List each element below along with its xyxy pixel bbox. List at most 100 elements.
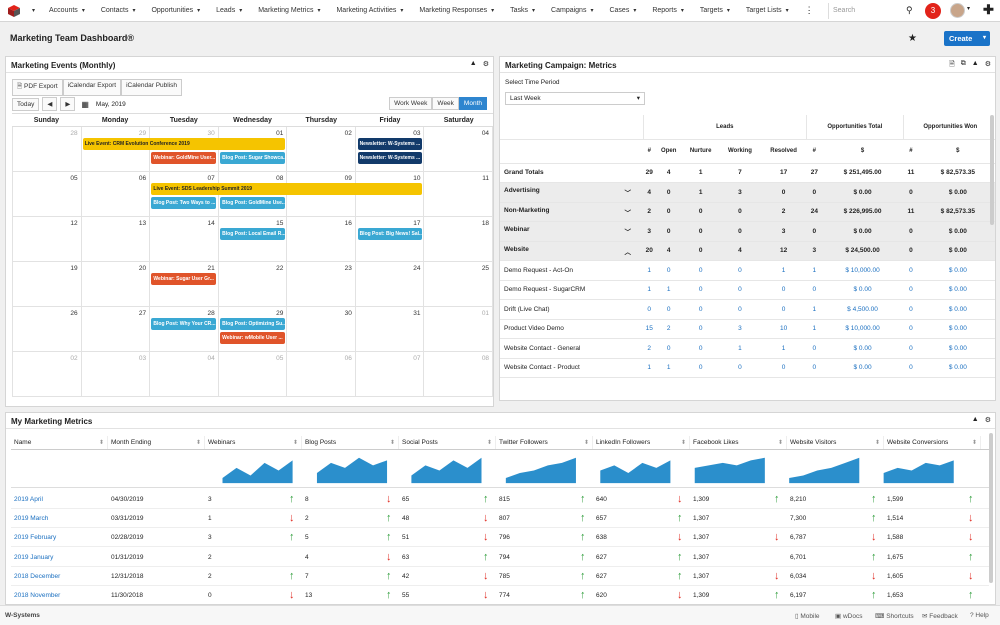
nav-item-marketing-metrics[interactable]: Marketing Metrics	[250, 0, 328, 22]
table-cell[interactable]: 2	[643, 338, 656, 359]
calendar-day[interactable]: 15	[219, 217, 288, 261]
chevron-down-icon[interactable]: ﹀	[624, 229, 632, 237]
calendar-day[interactable]: 13	[82, 217, 151, 261]
calendar-day[interactable]: 07	[356, 352, 425, 396]
table-cell[interactable]: 1	[655, 280, 682, 300]
calendar-icon[interactable]: ▦	[81, 99, 89, 109]
table-cell[interactable]: 0	[806, 358, 823, 378]
metrics-column-header[interactable]: Twitter Followers	[496, 436, 593, 450]
table-cell[interactable]: 1	[643, 358, 656, 378]
metrics-column-header[interactable]: Website Visitors	[787, 436, 884, 450]
calendar-day[interactable]: 23	[287, 262, 356, 306]
nav-item-contacts[interactable]: Contacts	[93, 0, 144, 22]
calendar-day[interactable]: 02	[12, 352, 82, 396]
metrics-column-header[interactable]: Website Conversions	[884, 436, 981, 450]
calendar-event[interactable]: Live Event: SDS Leadership Summit 2019	[151, 183, 423, 195]
calendar-day[interactable]: 29	[219, 307, 288, 351]
table-cell[interactable]: 0	[760, 299, 807, 320]
calendar-day[interactable]: 05	[219, 352, 288, 396]
metrics-column-header[interactable]: Social Posts	[399, 436, 496, 450]
calendar-day[interactable]: 11	[424, 172, 494, 216]
row-label[interactable]: Drift (Live Chat)	[500, 299, 643, 320]
quick-create-icon[interactable]: ✚	[983, 2, 994, 17]
table-cell[interactable]: 0	[719, 260, 761, 281]
calendar-event[interactable]: Webinar: wMobile User ...	[220, 332, 285, 344]
wdocs-link[interactable]: ▣ wDocs	[835, 613, 863, 620]
metrics-column-header[interactable]: LinkedIn Followers	[593, 436, 690, 450]
calendar-day[interactable]: 30	[287, 307, 356, 351]
calendar-day[interactable]: 03	[82, 352, 151, 396]
calendar-day[interactable]: 14	[150, 217, 219, 261]
table-cell[interactable]: 1	[655, 358, 682, 378]
calendar-day[interactable]: 27	[82, 307, 151, 351]
table-cell[interactable]: 0	[681, 319, 720, 339]
table-cell[interactable]: 1	[806, 319, 823, 339]
metric-name-link[interactable]: 2019 April	[14, 496, 43, 503]
table-cell[interactable]: 0	[903, 260, 919, 281]
calendar-day[interactable]: 06	[82, 172, 151, 216]
calendar-day[interactable]: 12	[12, 217, 82, 261]
table-cell[interactable]: 0	[681, 260, 720, 281]
mobile-link[interactable]: ▯ Mobile	[795, 613, 820, 620]
row-label[interactable]: Product Video Demo	[500, 319, 643, 339]
table-cell[interactable]: 0	[655, 260, 682, 281]
table-cell[interactable]: $ 0.00	[918, 280, 995, 300]
table-cell[interactable]: 0	[643, 299, 656, 320]
calendar-day[interactable]: 28	[150, 307, 219, 351]
table-cell[interactable]: 10	[760, 319, 807, 339]
work-week-button[interactable]: Work Week	[389, 97, 433, 110]
table-cell[interactable]: 0	[760, 280, 807, 300]
table-cell[interactable]: 0	[903, 280, 919, 300]
next-month-button[interactable]: ▶	[60, 97, 76, 111]
table-cell[interactable]: 1	[719, 338, 761, 359]
table-cell[interactable]: $ 0.00	[822, 358, 904, 378]
search-icon[interactable]: ⚲	[906, 5, 913, 15]
calendar-day[interactable]: 18	[424, 217, 494, 261]
time-period-select[interactable]: Last Week	[505, 92, 645, 105]
nav-item-reports[interactable]: Reports	[644, 0, 692, 22]
calendar-day[interactable]: 02	[287, 127, 356, 171]
table-cell[interactable]: 0	[655, 299, 682, 320]
metrics-column-header[interactable]: Blog Posts	[302, 436, 399, 450]
calendar-day[interactable]: 04	[150, 352, 219, 396]
chevron-down-icon[interactable]: ﹀	[624, 190, 632, 198]
metrics-column-header[interactable]: Facebook Likes	[690, 436, 787, 450]
calendar-day[interactable]: 01	[424, 307, 494, 351]
nav-item-marketing-responses[interactable]: Marketing Responses	[411, 0, 502, 22]
calendar-day[interactable]: 16	[287, 217, 356, 261]
table-cell[interactable]: $ 0.00	[918, 358, 995, 378]
table-cell[interactable]: 0	[719, 280, 761, 300]
nav-item-cases[interactable]: Cases	[601, 0, 644, 22]
table-cell[interactable]: 0	[903, 319, 919, 339]
row-label[interactable]: Website Contact - General	[500, 338, 643, 359]
table-cell[interactable]: $ 10,000.00	[822, 319, 904, 339]
scrollbar[interactable]	[990, 115, 994, 225]
metrics-column-header[interactable]: Webinars	[205, 436, 302, 450]
chevron-down-icon[interactable]: ▾	[982, 35, 986, 41]
calendar-day[interactable]: 22	[219, 262, 288, 306]
table-cell[interactable]: 0	[681, 338, 720, 359]
export-icon[interactable]: 🗎	[949, 61, 955, 68]
calendar-event[interactable]: Newsletter: W-Systems ...	[357, 138, 423, 150]
table-cell[interactable]: 0	[903, 338, 919, 359]
table-cell[interactable]: 1	[643, 260, 656, 281]
metric-name-link[interactable]: 2018 November	[14, 592, 61, 599]
table-cell[interactable]: 0	[719, 299, 761, 320]
table-cell[interactable]: 0	[655, 338, 682, 359]
calendar-day[interactable]: 06	[287, 352, 356, 396]
table-cell[interactable]: 1	[643, 280, 656, 300]
table-cell[interactable]: 1	[806, 260, 823, 281]
table-cell[interactable]: $ 0.00	[918, 299, 995, 320]
collapse-icon[interactable]: ▲	[971, 416, 979, 423]
app-logo-icon[interactable]	[0, 0, 28, 22]
logo-dropdown[interactable]	[28, 0, 41, 22]
nav-item-opportunities[interactable]: Opportunities	[143, 0, 208, 22]
help-link[interactable]: ? Help	[970, 612, 989, 619]
calendar-day[interactable]: 08	[424, 352, 494, 396]
row-label[interactable]: Demo Request - Act-On	[500, 260, 643, 281]
collapse-icon[interactable]: ▲	[971, 60, 979, 67]
calendar-event[interactable]: Blog Post: GoldMine Use...	[220, 197, 285, 209]
avatar[interactable]	[950, 3, 965, 18]
table-cell[interactable]: $ 10,000.00	[822, 260, 904, 281]
calendar-day[interactable]: 10	[356, 172, 425, 216]
